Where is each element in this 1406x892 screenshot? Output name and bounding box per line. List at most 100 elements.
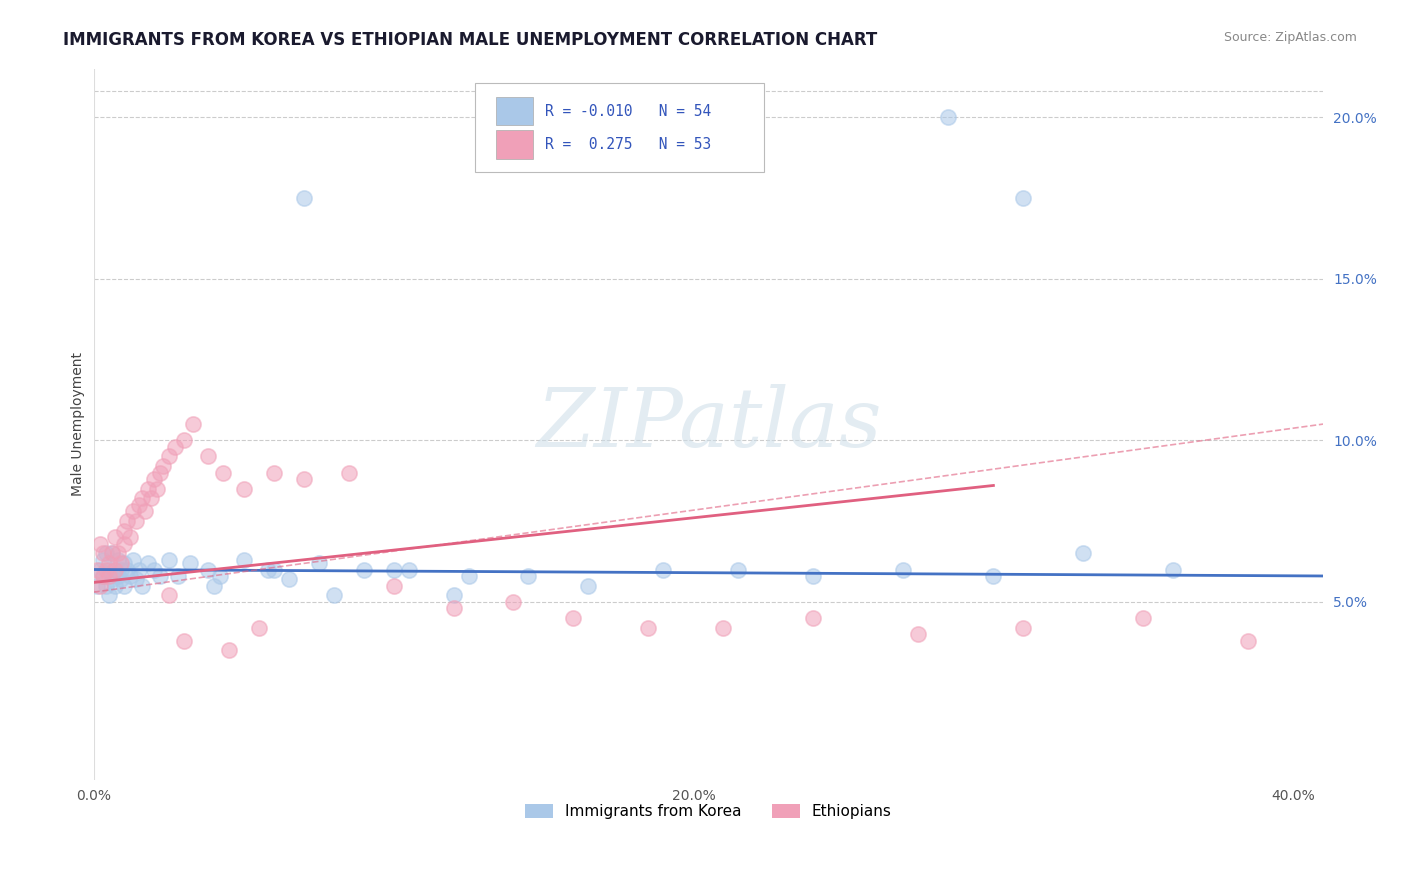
Point: [142, 472, 165, 486]
Point: [145, 482, 167, 496]
Point: [94, 562, 117, 576]
Point: [232, 482, 254, 496]
Point: [292, 472, 315, 486]
Point: [110, 572, 132, 586]
Point: [277, 572, 299, 586]
Point: [97, 556, 120, 570]
Point: [131, 579, 153, 593]
Point: [292, 191, 315, 205]
Point: [124, 572, 146, 586]
Point: [211, 466, 233, 480]
Point: [247, 621, 270, 635]
Point: [166, 569, 188, 583]
Point: [91, 569, 114, 583]
Point: [907, 627, 929, 641]
Point: [202, 579, 225, 593]
Point: [457, 569, 479, 583]
Point: [157, 450, 180, 464]
Point: [103, 562, 125, 576]
Point: [308, 556, 330, 570]
Point: [893, 562, 915, 576]
Point: [107, 569, 129, 583]
Point: [173, 633, 195, 648]
Point: [139, 491, 162, 506]
Point: [121, 553, 143, 567]
Point: [91, 569, 114, 583]
Point: [353, 562, 375, 576]
Point: [118, 569, 141, 583]
Point: [208, 569, 231, 583]
Point: [181, 417, 204, 431]
Point: [112, 556, 135, 570]
Text: IMMIGRANTS FROM KOREA VS ETHIOPIAN MALE UNEMPLOYMENT CORRELATION CHART: IMMIGRANTS FROM KOREA VS ETHIOPIAN MALE …: [63, 31, 877, 49]
Point: [112, 524, 135, 538]
Point: [157, 588, 180, 602]
Point: [562, 611, 585, 625]
Y-axis label: Male Unemployment: Male Unemployment: [72, 352, 86, 496]
Point: [100, 546, 122, 560]
Point: [652, 562, 675, 576]
Point: [118, 530, 141, 544]
Bar: [496, 97, 533, 126]
Point: [103, 530, 125, 544]
Point: [1073, 546, 1095, 560]
Point: [398, 562, 420, 576]
Text: ZIPatlas: ZIPatlas: [536, 384, 882, 464]
Point: [578, 579, 600, 593]
Point: [197, 450, 219, 464]
Point: [263, 562, 285, 576]
FancyBboxPatch shape: [475, 83, 763, 171]
Point: [112, 536, 135, 550]
Point: [89, 579, 111, 593]
Point: [517, 569, 540, 583]
Point: [938, 110, 960, 124]
Point: [97, 588, 120, 602]
Point: [152, 459, 174, 474]
Point: [218, 643, 240, 657]
Point: [89, 562, 111, 576]
Point: [148, 466, 170, 480]
Point: [89, 536, 111, 550]
Point: [1163, 562, 1185, 576]
Point: [197, 562, 219, 576]
Point: [107, 553, 129, 567]
Point: [128, 562, 150, 576]
Point: [173, 434, 195, 448]
Bar: [496, 130, 533, 159]
Point: [100, 572, 122, 586]
Point: [983, 569, 1005, 583]
Point: [263, 466, 285, 480]
Point: [1132, 611, 1154, 625]
Point: [121, 504, 143, 518]
Point: [103, 579, 125, 593]
Point: [110, 556, 132, 570]
Point: [1012, 191, 1035, 205]
Point: [128, 498, 150, 512]
Text: R =  0.275   N = 53: R = 0.275 N = 53: [546, 137, 711, 153]
Point: [124, 514, 146, 528]
Point: [382, 579, 405, 593]
Point: [103, 562, 125, 576]
Point: [94, 579, 117, 593]
Point: [91, 546, 114, 560]
Point: [256, 562, 278, 576]
Point: [148, 569, 170, 583]
Point: [134, 504, 156, 518]
Point: [443, 601, 465, 615]
Point: [443, 588, 465, 602]
Point: [142, 562, 165, 576]
Legend: Immigrants from Korea, Ethiopians: Immigrants from Korea, Ethiopians: [519, 798, 898, 825]
Point: [131, 491, 153, 506]
Point: [1012, 621, 1035, 635]
Point: [1237, 633, 1260, 648]
Point: [107, 546, 129, 560]
Point: [112, 579, 135, 593]
Point: [136, 482, 159, 496]
Point: [94, 546, 117, 560]
Point: [232, 553, 254, 567]
Point: [713, 621, 735, 635]
Text: Source: ZipAtlas.com: Source: ZipAtlas.com: [1223, 31, 1357, 45]
Point: [136, 556, 159, 570]
Text: R = -0.010   N = 54: R = -0.010 N = 54: [546, 103, 711, 119]
Point: [382, 562, 405, 576]
